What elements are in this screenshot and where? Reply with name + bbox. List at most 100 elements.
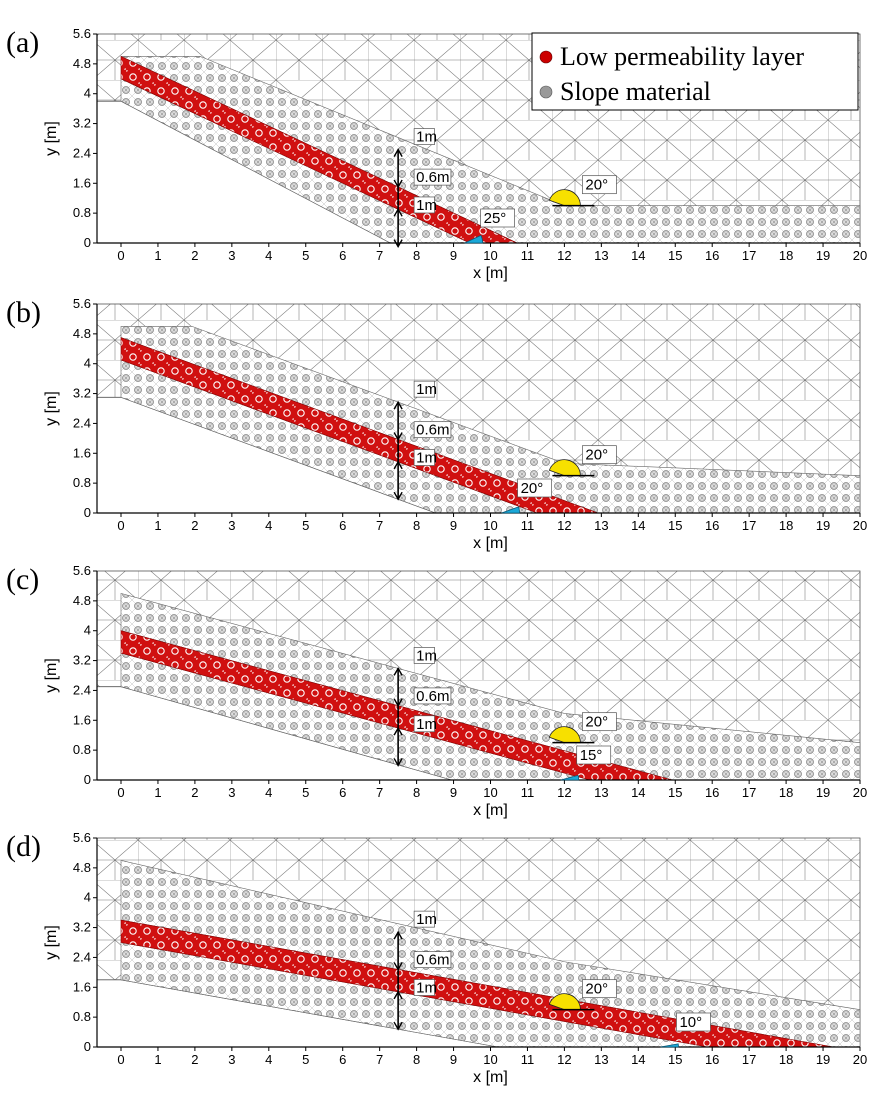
x-tick-label: 6 — [339, 1052, 346, 1067]
x-tick-label: 16 — [705, 518, 719, 533]
x-tick-label: 4 — [265, 1052, 272, 1067]
x-tick-label: 15 — [668, 1052, 682, 1067]
bottom-angle-label-box — [480, 208, 515, 228]
x-tick-label: 1 — [154, 785, 161, 800]
x-tick-label: 3 — [228, 1052, 235, 1067]
x-tick-label: 7 — [376, 518, 383, 533]
thickness-dimensions: 1m 0.6m 1m — [393, 128, 452, 249]
x-tick-label: 11 — [521, 785, 535, 800]
dimension-arrowhead — [393, 990, 403, 1000]
dimension-arrowhead — [393, 726, 403, 736]
x-tick-label: 3 — [228, 785, 235, 800]
x-tick-label: 4 — [265, 785, 272, 800]
dimension-label-box — [413, 168, 452, 186]
dimension-label-box — [413, 687, 452, 705]
x-tick-label: 5 — [302, 248, 309, 263]
x-tick-label: 15 — [668, 785, 682, 800]
thickness-dimensions: 1m 0.6m 1m — [393, 380, 452, 501]
x-tick-label: 13 — [594, 518, 608, 533]
thickness-dimensions: 1m 0.6m 1m — [393, 647, 452, 767]
bottom-angle-label: 10° — [679, 1014, 702, 1031]
x-tick-label: 9 — [450, 248, 457, 263]
dimension-label: 1m — [416, 197, 437, 214]
x-tick-label: 12 — [557, 248, 571, 263]
x-tick-label: 7 — [376, 785, 383, 800]
dimension-arrowhead — [393, 207, 403, 217]
legend-label-slope: Slope material — [560, 77, 711, 106]
x-tick-label: 0 — [117, 1052, 124, 1067]
top-angle-label: 20° — [585, 447, 608, 464]
x-tick-label: 9 — [450, 518, 457, 533]
y-tick-label: 0 — [84, 505, 91, 520]
top-angle-label: 20° — [585, 177, 608, 194]
legend-marker-layer — [539, 50, 553, 64]
x-tick-label: 11 — [521, 248, 535, 263]
y-tick-label: 4.8 — [73, 56, 91, 71]
bottom-angle-label-box — [517, 478, 552, 498]
x-tick-label: 8 — [413, 248, 420, 263]
y-tick-label: 4 — [84, 623, 91, 638]
x-tick-label: 18 — [779, 248, 793, 263]
y-tick-label: 2.4 — [73, 415, 91, 430]
dimension-label: 0.6m — [416, 952, 449, 969]
x-tick-label: 14 — [631, 1052, 645, 1067]
dimension-arrowhead — [393, 491, 403, 501]
panel-letter: (c) — [6, 563, 39, 596]
x-tick-label: 16 — [705, 1052, 719, 1067]
y-tick-label: 4 — [84, 86, 91, 101]
x-tick-label: 19 — [816, 1052, 830, 1067]
dimension-label: 0.6m — [416, 422, 449, 439]
dimension-label-box — [413, 449, 435, 466]
x-tick-label: 12 — [557, 1052, 571, 1067]
top-angle-label-box — [582, 175, 617, 195]
dimension-label: 1m — [416, 980, 437, 997]
y-tick-label: 1.6 — [73, 712, 91, 727]
bottom-angle-marker — [501, 506, 520, 514]
x-tick-label: 18 — [779, 1052, 793, 1067]
y-tick-label: 4.8 — [73, 326, 91, 341]
x-tick-label: 2 — [191, 518, 198, 533]
x-tick-label: 10 — [483, 518, 497, 533]
x-tick-label: 13 — [594, 248, 608, 263]
x-tick-label: 20 — [853, 1052, 867, 1067]
x-tick-label: 19 — [816, 518, 830, 533]
x-tick-label: 14 — [631, 785, 645, 800]
dimension-label-box — [413, 951, 452, 969]
x-tick-label: 5 — [302, 1052, 309, 1067]
y-tick-label: 4.8 — [73, 593, 91, 608]
x-tick-label: 20 — [853, 518, 867, 533]
dimension-arrowhead — [393, 239, 403, 249]
x-tick-label: 0 — [117, 518, 124, 533]
top-angle-label-box — [582, 445, 617, 465]
y-axis-label: y [m] — [43, 121, 60, 156]
dimension-arrowhead — [393, 432, 403, 441]
y-tick-label: 0.8 — [73, 1009, 91, 1024]
x-tick-label: 16 — [705, 785, 719, 800]
legend-frame — [531, 32, 859, 111]
dimension-arrowhead — [393, 666, 403, 676]
x-tick-label: 8 — [413, 1052, 420, 1067]
x-tick-label: 11 — [521, 518, 535, 533]
bottom-angle-label: 20° — [521, 480, 544, 497]
top-angle-marker — [548, 189, 581, 207]
dimension-arrowhead — [393, 400, 403, 410]
x-tick-label: 14 — [631, 248, 645, 263]
x-tick-label: 1 — [154, 518, 161, 533]
y-tick-label: 0.8 — [73, 205, 91, 220]
dimension-label-box — [413, 910, 435, 928]
y-tick-label: 4 — [84, 890, 91, 905]
x-tick-label: 3 — [228, 518, 235, 533]
x-tick-label: 13 — [594, 785, 608, 800]
x-tick-label: 10 — [483, 248, 497, 263]
y-tick-label: 1.6 — [73, 445, 91, 460]
x-tick-label: 17 — [742, 785, 756, 800]
x-tick-label: 10 — [483, 785, 497, 800]
top-angle-label: 20° — [585, 714, 608, 731]
dimension-label: 1m — [416, 647, 437, 664]
x-tick-label: 2 — [191, 785, 198, 800]
x-tick-label: 2 — [191, 1052, 198, 1067]
x-tick-label: 20 — [853, 785, 867, 800]
dimension-label: 1m — [416, 129, 437, 146]
y-tick-label: 4.8 — [73, 860, 91, 875]
x-tick-label: 2 — [191, 248, 198, 263]
